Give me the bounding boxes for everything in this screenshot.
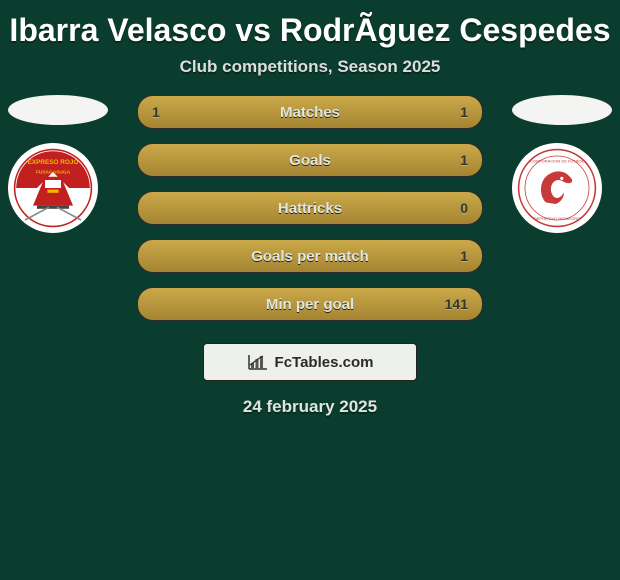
left-column: EXPRESO ROJO FUSAGASUGA — [8, 95, 108, 233]
lion-logo-icon: CORPORACION DE FUTBOL DEPORTIVO RIONEGRO — [517, 148, 597, 228]
page-subtitle: Club competitions, Season 2025 — [0, 57, 620, 77]
page-title: Ibarra Velasco vs RodrÃ­guez Cespedes — [0, 0, 620, 49]
right-player-oval — [512, 95, 612, 125]
date-label: 24 february 2025 — [0, 397, 620, 417]
stat-right-value: 141 — [445, 288, 468, 320]
stat-row: Hattricks 0 — [137, 191, 483, 225]
left-club-logo: EXPRESO ROJO FUSAGASUGA — [8, 143, 98, 233]
stat-row: Min per goal 141 — [137, 287, 483, 321]
stat-right-value: 1 — [460, 144, 468, 176]
stat-label: Hattricks — [278, 200, 342, 217]
right-club-logo: CORPORACION DE FUTBOL DEPORTIVO RIONEGRO — [512, 143, 602, 233]
train-logo-icon: EXPRESO ROJO FUSAGASUGA — [13, 148, 93, 228]
stats-layout: EXPRESO ROJO FUSAGASUGA CORPORACION DE F… — [0, 95, 620, 417]
stat-left-value: 1 — [152, 96, 160, 128]
stat-label: Goals per match — [251, 248, 369, 265]
left-player-oval — [8, 95, 108, 125]
stat-right-value: 1 — [460, 240, 468, 272]
svg-text:DEPORTIVO RIONEGRO: DEPORTIVO RIONEGRO — [534, 216, 580, 221]
svg-text:EXPRESO ROJO: EXPRESO ROJO — [28, 159, 79, 166]
stats-rows: 1 Matches 1 Goals 1 Hattricks 0 Goals per match… — [137, 95, 483, 321]
stat-label: Matches — [280, 104, 340, 121]
stat-row: Goals per match 1 — [137, 239, 483, 273]
stat-row: Goals 1 — [137, 143, 483, 177]
stat-label: Min per goal — [266, 296, 354, 313]
stat-row: 1 Matches 1 — [137, 95, 483, 129]
svg-text:FUSAGASUGA: FUSAGASUGA — [36, 170, 71, 176]
stat-right-value: 0 — [460, 192, 468, 224]
svg-text:CORPORACION DE FUTBOL: CORPORACION DE FUTBOL — [530, 158, 585, 163]
stat-label: Goals — [289, 152, 331, 169]
bar-chart-icon — [247, 353, 269, 371]
brand-badge[interactable]: FcTables.com — [203, 343, 417, 381]
stat-right-value: 1 — [460, 96, 468, 128]
brand-text: FcTables.com — [275, 354, 374, 371]
right-column: CORPORACION DE FUTBOL DEPORTIVO RIONEGRO — [512, 95, 612, 233]
